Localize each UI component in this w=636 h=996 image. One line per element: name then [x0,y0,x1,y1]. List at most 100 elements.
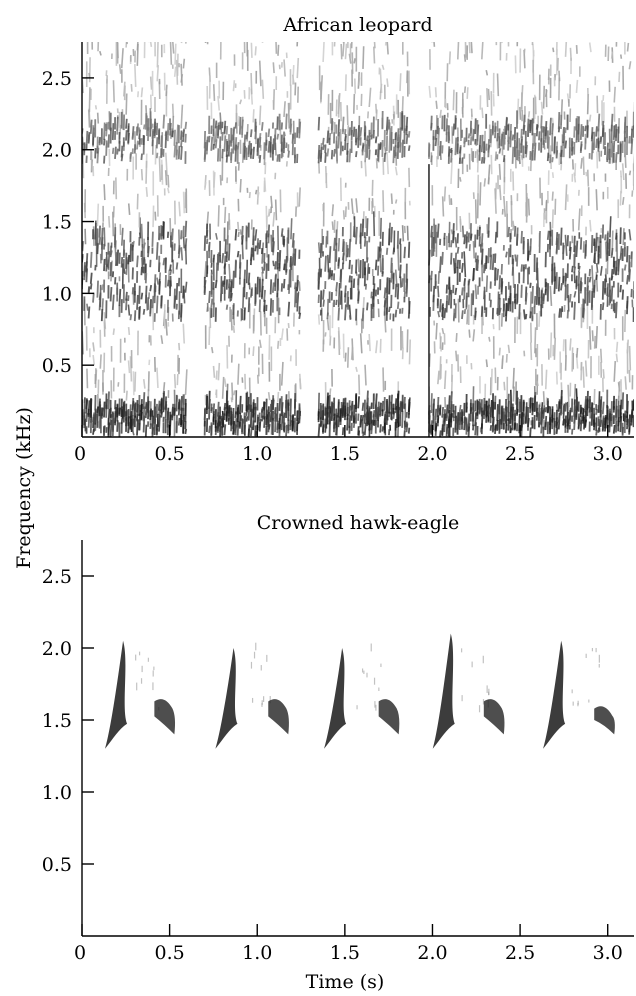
band-stroke [216,148,220,162]
band-stroke [348,275,351,283]
band-stroke [535,407,539,414]
energy-stroke [498,347,501,356]
band-stroke [116,249,120,266]
band-stroke [319,152,323,159]
x-tick-label: 2.5 [505,942,535,964]
band-stroke [144,408,148,416]
band-stroke [531,143,534,157]
band-stroke [579,237,583,250]
energy-stroke [576,347,579,358]
short-call-mark [154,699,176,735]
band-stroke [540,126,543,142]
energy-stroke [239,178,242,193]
energy-stroke [327,254,330,273]
band-stroke [282,412,286,419]
band-stroke [214,125,218,143]
band-stroke [626,296,629,315]
energy-stroke [96,203,100,227]
band-stroke [513,226,517,237]
energy-stroke [103,312,107,330]
energy-stroke [463,86,467,93]
band-stroke [348,259,351,270]
band-stroke [144,424,148,437]
band-stroke [560,227,563,246]
band-stroke [103,122,106,140]
band-stroke [366,139,369,158]
band-stroke [549,154,552,164]
energy-stroke [485,69,489,76]
band-stroke [120,406,124,418]
energy-stroke [182,323,186,344]
band-stroke [533,395,537,413]
band-stroke [348,127,352,136]
energy-stroke [99,50,102,56]
energy-stroke [215,370,218,380]
energy-stroke [232,325,236,333]
energy-stroke [334,248,337,271]
band-stroke [87,306,91,319]
energy-stroke [575,79,579,93]
band-stroke [355,151,358,158]
band-stroke [208,290,211,303]
band-stroke [274,273,277,291]
energy-stroke [463,54,467,62]
energy-stroke [501,42,503,44]
band-stroke [293,248,297,266]
energy-stroke [529,342,533,361]
band-stroke [474,310,477,318]
band-stroke [330,149,334,160]
band-stroke [274,261,277,270]
band-stroke [441,424,444,436]
energy-stroke [362,46,365,69]
band-stroke [401,278,404,287]
band-stroke [158,414,161,432]
band-stroke [564,402,568,412]
energy-stroke [97,42,100,52]
band-stroke [333,413,336,421]
band-stroke [368,423,371,431]
band-stroke [483,403,486,416]
energy-stroke [287,102,291,117]
energy-stroke [349,315,352,320]
band-stroke [232,126,236,140]
band-stroke [370,134,373,140]
band-stroke [149,408,153,421]
energy-stroke [441,327,445,335]
band-stroke [173,145,177,158]
band-stroke [260,415,264,422]
band-stroke [214,280,218,289]
band-stroke [394,283,398,298]
band-stroke [289,123,293,135]
band-stroke [317,268,321,282]
band-stroke [491,253,495,271]
band-stroke [454,137,458,156]
band-stroke [107,134,110,148]
energy-stroke [355,366,358,372]
energy-stroke [535,380,539,387]
band-stroke [175,282,179,300]
energy-stroke [263,177,267,192]
short-call-mark [268,699,289,735]
band-stroke [324,255,327,272]
x-tick-label: 1.0 [242,443,272,465]
energy-stroke [322,42,325,63]
short-call-mark [483,699,505,735]
energy-stroke [520,154,524,161]
band-stroke [361,402,365,411]
energy-stroke [459,215,462,225]
energy-stroke [381,64,385,70]
band-stroke [287,150,290,158]
energy-stroke [167,174,170,188]
y-tick-label: 2.5 [42,566,72,588]
band-stroke [249,129,253,138]
band-stroke [505,118,508,135]
energy-stroke [529,291,532,313]
band-stroke [136,140,139,150]
band-stroke [258,133,262,141]
short-call-mark [378,699,400,735]
band-stroke [225,140,229,158]
band-stroke [210,136,214,151]
energy-stroke [160,335,164,344]
band-stroke [496,132,499,142]
energy-stroke [580,157,583,169]
